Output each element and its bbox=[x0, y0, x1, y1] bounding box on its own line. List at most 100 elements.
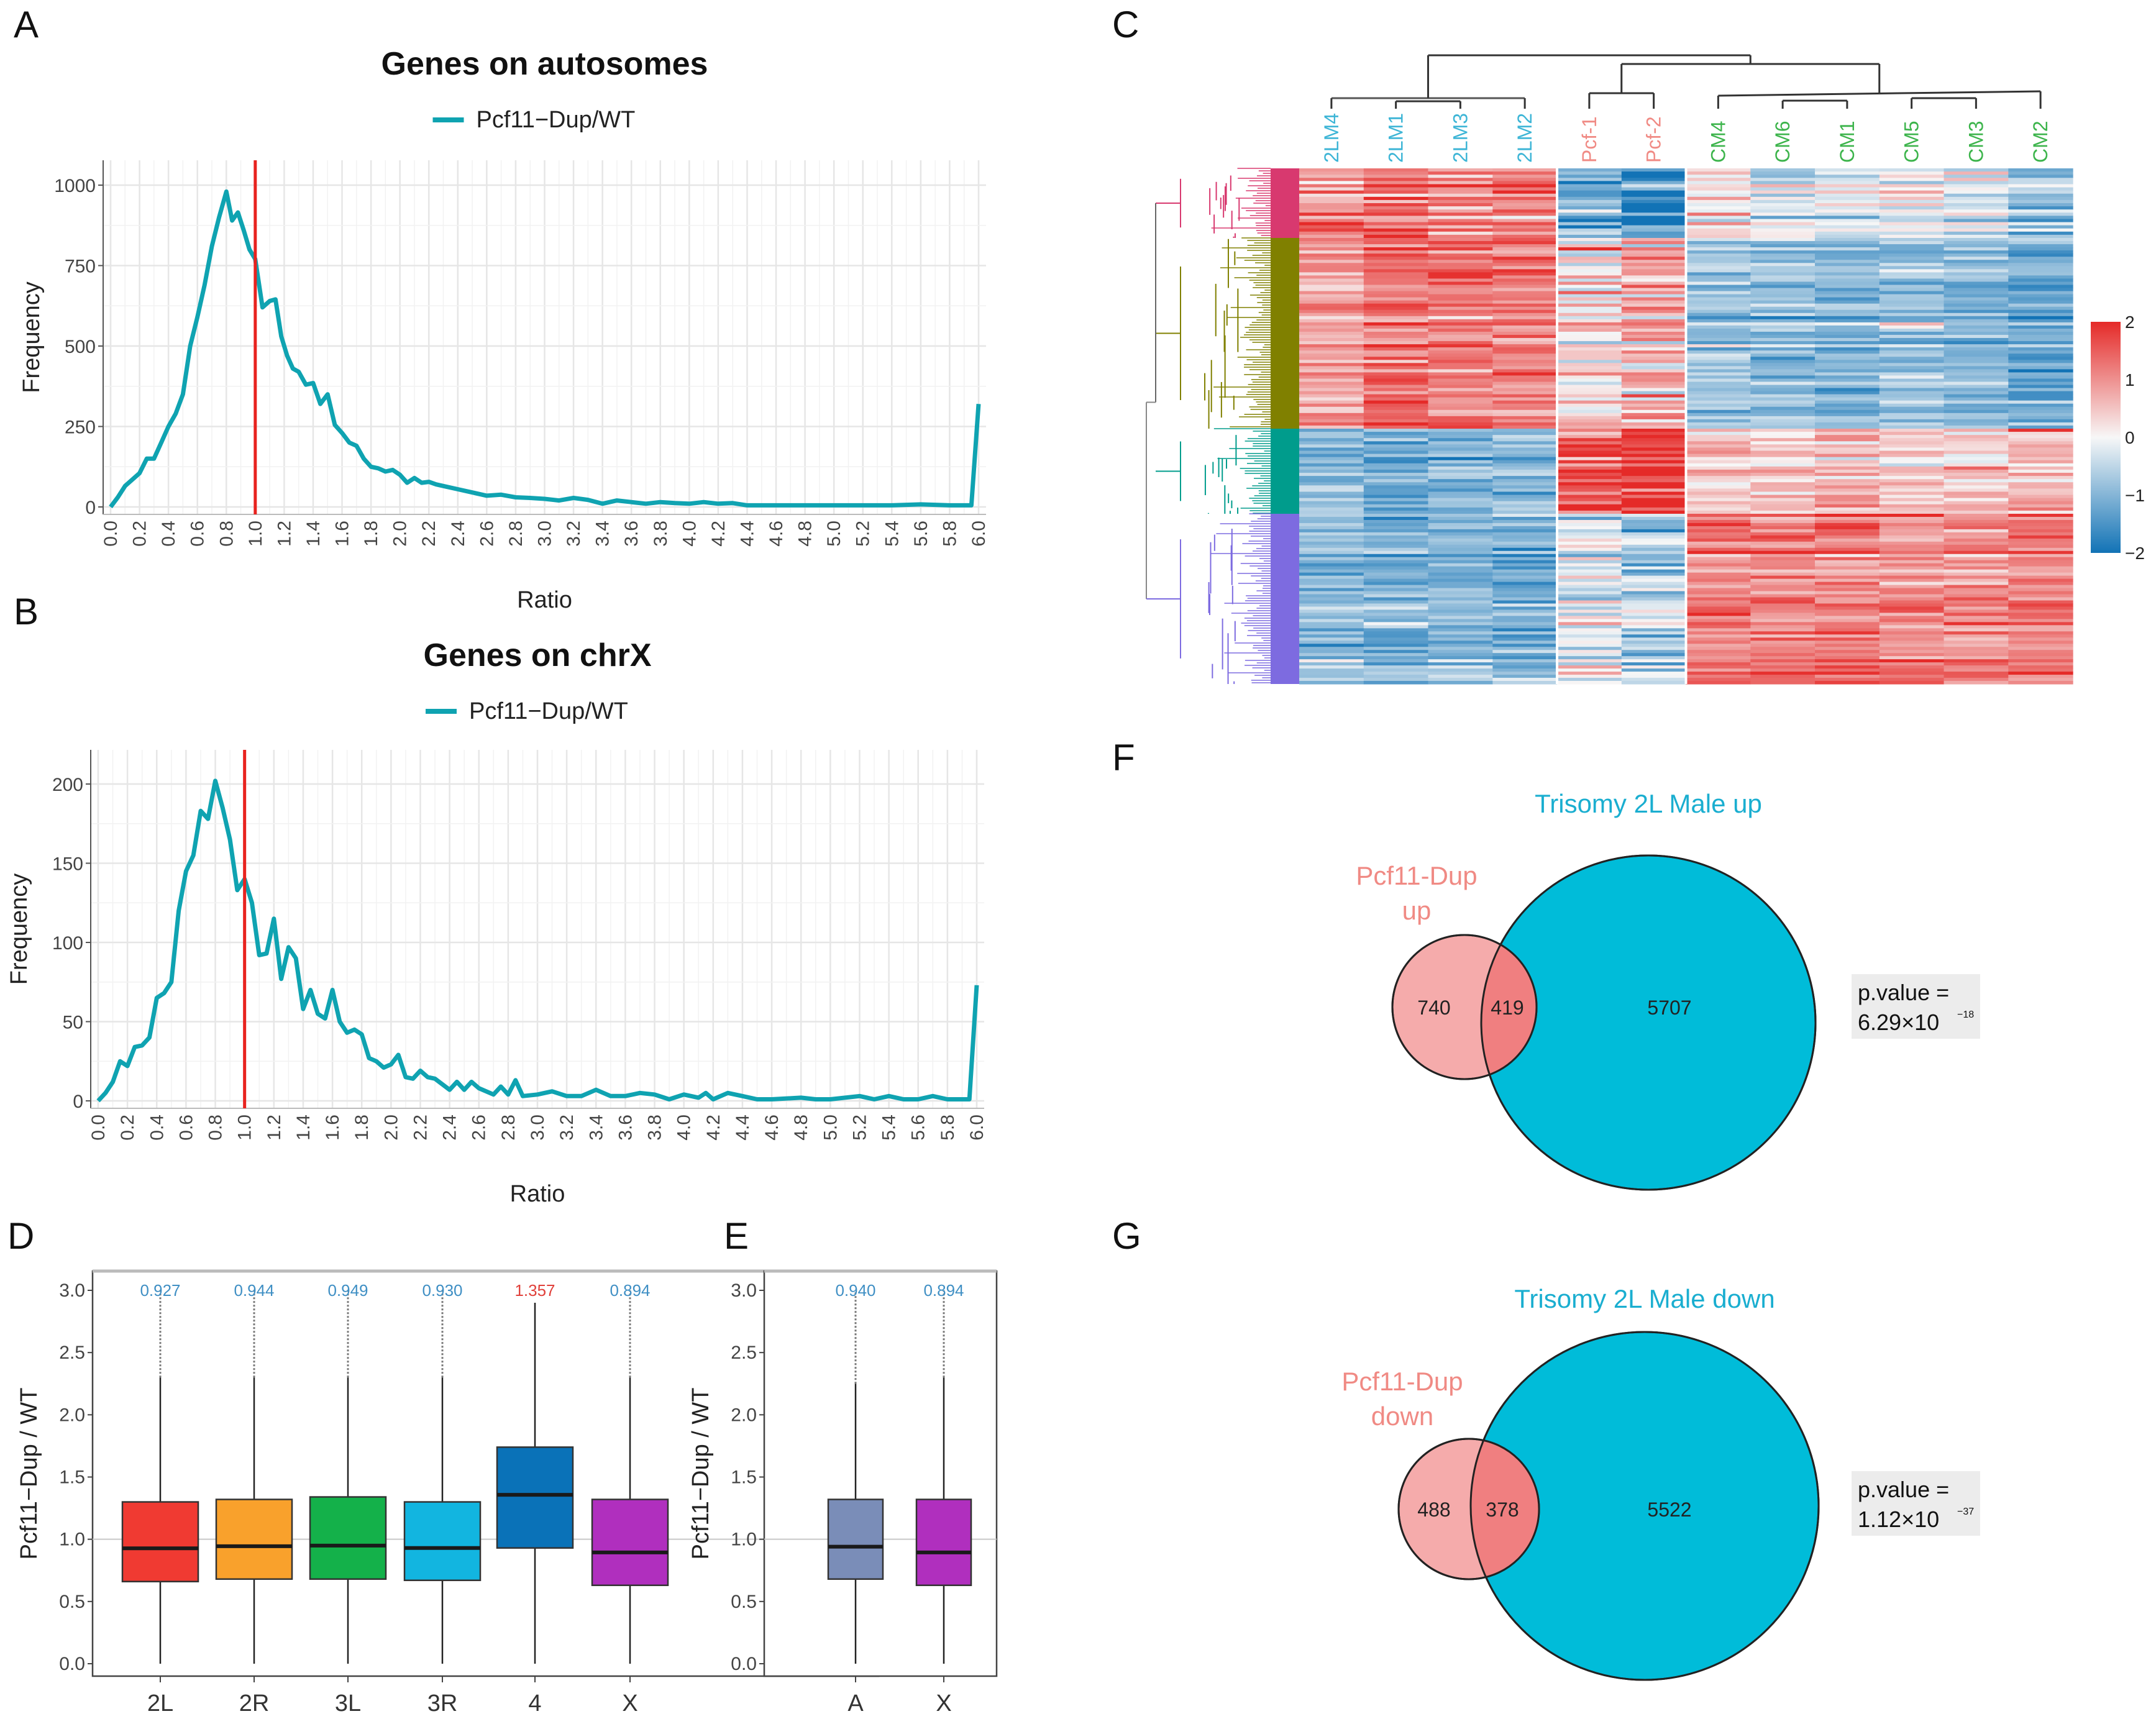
heatmap-cell bbox=[1944, 190, 2009, 194]
heatmap-cell bbox=[1750, 206, 1816, 210]
heatmap-cell bbox=[1492, 175, 1558, 178]
heatmap-cell bbox=[1492, 385, 1558, 389]
heatmap-cell bbox=[1750, 665, 1816, 669]
heatmap-cell bbox=[1299, 473, 1364, 476]
heatmap-cell bbox=[1428, 269, 1493, 273]
heatmap-cell bbox=[1879, 425, 1945, 429]
heatmap-cell bbox=[2008, 341, 2073, 345]
heatmap-cell bbox=[1621, 397, 1687, 401]
heatmap-cell bbox=[1750, 529, 1816, 533]
heatmap-cell bbox=[1879, 413, 1945, 417]
heatmap-cell bbox=[1363, 457, 1429, 461]
panel-label-B: B bbox=[14, 591, 39, 632]
heatmap-cell bbox=[2008, 469, 2073, 473]
heatmap-cell bbox=[1621, 285, 1687, 289]
heatmap-cell bbox=[1750, 463, 1816, 467]
heatmap-cell bbox=[1621, 190, 1687, 194]
heatmap-cell bbox=[1686, 394, 1751, 398]
heatmap-cell bbox=[1299, 291, 1364, 295]
heatmap-cell bbox=[1944, 438, 2009, 442]
heatmap-cell bbox=[1944, 460, 2009, 464]
heatmap-cell bbox=[1944, 644, 2009, 647]
heatmap-cell bbox=[1686, 247, 1751, 251]
heatmap-cell bbox=[1879, 510, 1945, 514]
x-tick-label: 0.0 bbox=[101, 521, 121, 547]
heatmap-cell bbox=[1492, 569, 1558, 573]
heatmap-cell bbox=[1686, 234, 1751, 239]
heatmap-cell bbox=[1750, 278, 1816, 283]
heatmap-cell bbox=[1879, 366, 1945, 370]
heatmap-cell bbox=[1815, 479, 1880, 483]
heatmap-cell bbox=[2008, 585, 2073, 589]
heatmap-cell bbox=[1428, 504, 1493, 508]
heatmap-cell bbox=[1750, 425, 1816, 429]
heatmap-cell bbox=[1686, 416, 1751, 420]
heatmap-cell bbox=[1621, 244, 1687, 248]
heatmap-cell bbox=[1879, 479, 1945, 483]
heatmap-cell bbox=[2008, 316, 2073, 320]
heatmap-cell bbox=[1621, 575, 1687, 580]
heatmap-cell bbox=[1299, 219, 1364, 223]
heatmap-cell bbox=[1750, 253, 1816, 257]
heatmap-cell bbox=[1944, 312, 2009, 317]
heatmap-cell bbox=[1879, 665, 1945, 669]
heatmap-cell bbox=[1815, 190, 1880, 194]
heatmap-cell bbox=[1428, 331, 1493, 335]
heatmap-cell bbox=[1428, 581, 1493, 586]
median-value-label: 0.927 bbox=[140, 1281, 180, 1300]
heatmap-cell bbox=[1944, 306, 2009, 311]
heatmap-cell bbox=[1686, 381, 1751, 386]
heatmap-cell bbox=[1363, 662, 1429, 666]
heatmap-cell bbox=[1750, 363, 1816, 367]
heatmap-cell bbox=[1557, 619, 1622, 622]
heatmap-cell bbox=[1621, 400, 1687, 404]
heatmap-cell bbox=[2008, 572, 2073, 577]
heatmap-cell bbox=[1492, 425, 1558, 429]
heatmap-cell bbox=[1750, 281, 1816, 286]
heatmap-cell bbox=[1363, 532, 1429, 536]
heatmap-cell bbox=[1557, 168, 1622, 172]
legend-label: Pcf11−Dup/WT bbox=[477, 107, 636, 133]
heatmap-cell bbox=[1750, 238, 1816, 242]
heatmap-cell bbox=[1363, 566, 1429, 570]
heatmap-cell bbox=[1815, 469, 1880, 473]
heatmap-cell bbox=[1363, 385, 1429, 389]
heatmap-cell bbox=[1621, 510, 1687, 514]
heatmap-cell bbox=[1815, 378, 1880, 383]
x-axis-label: Ratio bbox=[517, 587, 572, 613]
heatmap-cell bbox=[1686, 297, 1751, 301]
heatmap-cell bbox=[1557, 257, 1622, 260]
heatmap-cell bbox=[1621, 665, 1687, 669]
heatmap-cell bbox=[1557, 397, 1622, 401]
heatmap-cell bbox=[2008, 647, 2073, 650]
heatmap-cell bbox=[1686, 547, 1751, 552]
heatmap-cell bbox=[2008, 178, 2073, 181]
heatmap-cell bbox=[1428, 550, 1493, 555]
heatmap-cell bbox=[1621, 403, 1687, 408]
heatmap-cell bbox=[1557, 541, 1622, 545]
heatmap-cell bbox=[1944, 637, 2009, 641]
heatmap-cell bbox=[1492, 353, 1558, 357]
heatmap-cell bbox=[1750, 432, 1816, 435]
heatmap-cell bbox=[1428, 253, 1493, 257]
heatmap-cell bbox=[1815, 328, 1880, 332]
heatmap-cell bbox=[1815, 591, 1880, 595]
heatmap-cell bbox=[1944, 338, 2009, 342]
heatmap-cell bbox=[1428, 193, 1493, 198]
heatmap-cell bbox=[1428, 199, 1493, 204]
heatmap-cell bbox=[1428, 413, 1493, 417]
x-tick-label: 4.0 bbox=[674, 1115, 695, 1141]
heatmap-cell bbox=[1492, 563, 1558, 567]
heatmap-cell bbox=[1686, 288, 1751, 292]
heatmap-cell bbox=[2008, 419, 2073, 423]
heatmap-cell bbox=[1428, 222, 1493, 226]
heatmap-cell bbox=[1363, 429, 1429, 432]
heatmap-cell bbox=[1363, 516, 1429, 521]
heatmap-cell bbox=[1686, 469, 1751, 473]
heatmap-cell bbox=[1557, 303, 1622, 308]
count-intersection: 419 bbox=[1491, 996, 1523, 1019]
set-title-trisomy: Trisomy 2L Male up bbox=[1535, 789, 1762, 818]
heatmap-cell bbox=[1428, 406, 1493, 411]
set-title-pcf11-line2: up bbox=[1402, 896, 1432, 925]
